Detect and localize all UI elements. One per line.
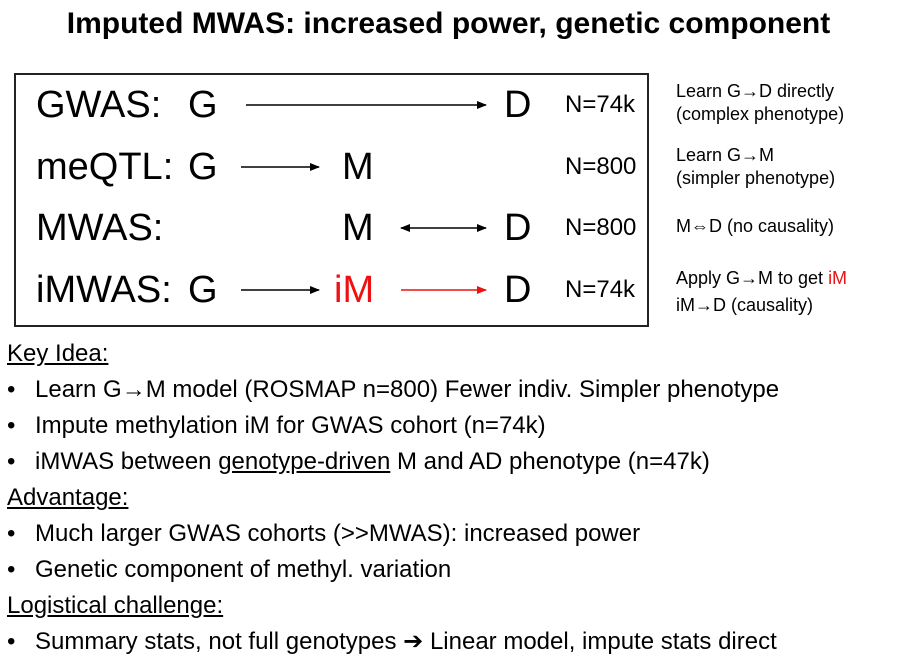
meqtl-m-node: M [342,146,374,188]
bullet-text: Impute methylation iM for GWAS cohort (n… [35,412,546,439]
meqtl-note-line2: (simpler phenotype) [676,168,836,188]
gwas-note-line2: (complex phenotype) [676,104,845,124]
advantage-bullet-1: • Much larger GWAS cohorts (>>MWAS): incr… [7,519,640,549]
gwas-note-line1: Learn G→D directly [676,81,835,101]
bullet-symbol: • [7,520,16,547]
mwas-m-node: M [342,207,374,249]
challenge-bullet-1: • Summary stats, not full genotypes ➔ Lin… [7,627,777,657]
bullet-underlined-text: genotype-driven [218,448,391,475]
mwas-sample-size: N=800 [565,214,637,241]
imwas-note-line2: iM→D (causality) [676,295,814,315]
advantage-bullet-2: • Genetic component of methyl. variation [7,555,451,585]
gwas-g-node: G [188,84,218,126]
key-idea-bullet-2: • Impute methylation iM for GWAS cohort (… [7,411,546,441]
mwas-d-node: D [504,207,532,249]
bullet-text-tail: M and AD phenotype (n=47k) [390,448,710,475]
imwas-sample-size: N=74k [565,276,636,303]
meqtl-g-node: G [188,146,218,188]
diagram-arrows [241,101,487,294]
diagram-box: GWAS: G D N=74k meQTL: G M N=800 MWAS: M… [14,73,649,327]
mwas-note-line1: M⇔D (no causality) [676,216,835,236]
gwas-label: GWAS: [36,84,162,126]
key-idea-bullet-1: • Learn G→M model (ROSMAP n=800) Fewer in… [7,375,779,405]
imwas-note-line1: Apply G→M to get iM [676,267,847,289]
bullet-symbol: • [7,628,16,655]
meqtl-label: meQTL: [36,146,174,188]
imwas-note-highlight: iM [828,268,848,288]
gwas-sample-size: N=74k [565,91,636,118]
slide-title: Imputed MWAS: increased power, genetic c… [66,7,831,40]
bullet-symbol: • [7,448,16,475]
bullet-symbol: • [7,556,16,583]
challenge-heading: Logistical challenge: [7,592,224,619]
meqtl-sample-size: N=800 [565,153,637,180]
bullet-text: Summary stats, not full genotypes ➔ Line… [35,628,777,655]
imwas-label: iMWAS: [36,269,172,311]
imwas-note-text: Apply G→M to get [676,268,829,288]
meqtl-note-line1: Learn G→M [676,145,775,165]
mwas-label: MWAS: [36,207,164,249]
bullet-text: iMWAS between [35,448,219,475]
bullet-symbol: • [7,412,16,439]
key-idea-bullet-3: • iMWAS between genotype-driven M and AD … [7,447,710,477]
imwas-d-node: D [504,269,532,311]
key-idea-heading: Key Idea: [7,340,109,367]
bullet-text: Much larger GWAS cohorts (>>MWAS): incre… [35,520,641,547]
imwas-im-node: iM [334,269,375,311]
imwas-g-node: G [188,269,218,311]
bullet-text: Learn G→M model (ROSMAP n=800) Fewer ind… [35,376,780,403]
advantage-heading: Advantage: [7,484,129,511]
gwas-d-node: D [504,84,532,126]
bullet-text: Genetic component of methyl. variation [35,556,452,583]
bullet-symbol: • [7,376,16,403]
